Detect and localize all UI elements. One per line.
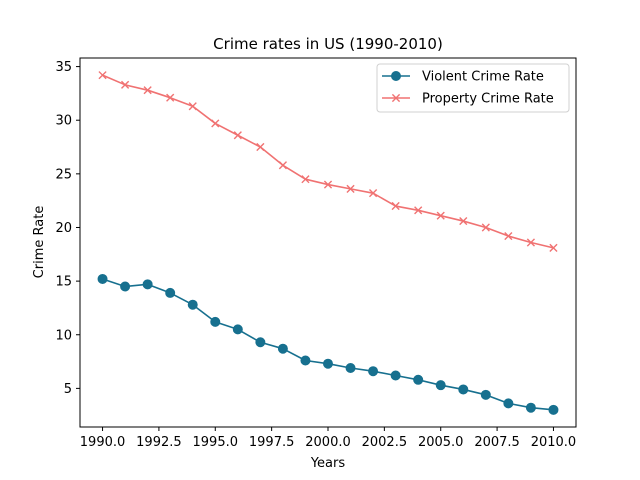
x-tick-label: 1992.5 bbox=[136, 435, 182, 450]
legend-marker bbox=[391, 71, 401, 81]
x-axis: 1990.0 1992.5 1995.0 1997.5 2000.0 2002.5 2005… bbox=[80, 427, 576, 450]
data-point-property-crime-rate bbox=[481, 223, 490, 232]
legend: Violent Crime Rate Property Crime Rate bbox=[376, 63, 570, 113]
data-point-property-crime-rate bbox=[368, 189, 378, 198]
chart-title: Crime rates in US (1990-2010) bbox=[213, 35, 443, 53]
x-tick-label: 1995.0 bbox=[193, 435, 239, 450]
data-point-property-crime-rate bbox=[504, 231, 513, 241]
x-tick-label: 1990.0 bbox=[80, 435, 126, 450]
data-point-violent-crime-rate bbox=[525, 402, 536, 413]
data-point-violent-crime-rate bbox=[548, 404, 559, 415]
y-tick-label: 35 bbox=[55, 60, 72, 75]
data-point-violent-crime-rate bbox=[480, 389, 491, 400]
x-tick-label: 2007.5 bbox=[474, 435, 520, 450]
data-point-violent-crime-rate bbox=[368, 366, 379, 377]
y-tick-label: 20 bbox=[55, 221, 72, 236]
series-violent-crime-rate bbox=[97, 273, 559, 415]
legend-label: Violent Crime Rate bbox=[422, 70, 544, 85]
data-point-property-crime-rate bbox=[414, 206, 423, 215]
data-point-property-crime-rate bbox=[323, 180, 333, 189]
data-point-violent-crime-rate bbox=[413, 374, 424, 385]
data-point-violent-crime-rate bbox=[503, 398, 514, 409]
data-point-violent-crime-rate bbox=[345, 363, 356, 374]
data-point-property-crime-rate bbox=[278, 161, 288, 170]
y-tick-label: 5 bbox=[64, 382, 72, 397]
data-point-property-crime-rate bbox=[459, 216, 468, 226]
data-point-violent-crime-rate bbox=[142, 279, 153, 290]
data-point-property-crime-rate bbox=[346, 184, 355, 193]
y-tick-label: 10 bbox=[55, 328, 72, 343]
data-point-violent-crime-rate bbox=[120, 281, 131, 292]
data-point-property-crime-rate bbox=[166, 93, 175, 102]
data-point-property-crime-rate bbox=[233, 131, 242, 140]
x-tick-label: 2010.0 bbox=[531, 435, 577, 450]
data-point-violent-crime-rate bbox=[390, 370, 401, 381]
data-point-violent-crime-rate bbox=[210, 316, 221, 327]
data-point-property-crime-rate bbox=[256, 142, 265, 152]
y-axis-label: Crime Rate bbox=[32, 206, 47, 279]
data-point-violent-crime-rate bbox=[232, 324, 243, 335]
data-point-violent-crime-rate bbox=[458, 384, 469, 395]
data-point-property-crime-rate bbox=[120, 80, 130, 89]
data-point-property-crime-rate bbox=[436, 211, 445, 220]
legend-item-violent-crime-rate: Violent Crime Rate bbox=[382, 70, 544, 85]
x-axis-label: Years bbox=[310, 456, 346, 471]
data-point-property-crime-rate bbox=[143, 86, 152, 95]
data-point-violent-crime-rate bbox=[255, 337, 266, 348]
legend-box bbox=[376, 63, 570, 113]
legend-item-property-crime-rate: Property Crime Rate bbox=[382, 92, 554, 107]
series-property-crime-rate bbox=[98, 71, 558, 252]
data-point-violent-crime-rate bbox=[300, 355, 311, 366]
data-point-property-crime-rate bbox=[188, 102, 197, 111]
y-axis: 5 10 15 20 25 30 35 bbox=[55, 60, 80, 397]
data-point-property-crime-rate bbox=[391, 201, 400, 211]
plot-area bbox=[97, 71, 559, 415]
x-tick-label: 2002.5 bbox=[362, 435, 408, 450]
y-tick-label: 30 bbox=[55, 114, 72, 129]
data-point-property-crime-rate bbox=[526, 238, 536, 247]
data-point-property-crime-rate bbox=[549, 243, 558, 252]
data-point-violent-crime-rate bbox=[435, 380, 446, 391]
legend-marker bbox=[391, 93, 401, 103]
data-point-property-crime-rate bbox=[211, 119, 220, 128]
y-tick-label: 25 bbox=[55, 167, 72, 182]
data-point-violent-crime-rate bbox=[97, 273, 108, 284]
data-point-violent-crime-rate bbox=[323, 358, 333, 369]
data-point-violent-crime-rate bbox=[277, 343, 288, 354]
x-tick-label: 1997.5 bbox=[249, 435, 295, 450]
legend-label: Property Crime Rate bbox=[422, 92, 554, 107]
x-tick-label: 2005.0 bbox=[418, 435, 464, 450]
data-point-violent-crime-rate bbox=[187, 299, 198, 310]
data-point-violent-crime-rate bbox=[165, 287, 176, 298]
x-tick-label: 2000.0 bbox=[305, 435, 351, 450]
data-point-property-crime-rate bbox=[301, 175, 310, 184]
y-tick-label: 15 bbox=[55, 275, 72, 290]
data-point-property-crime-rate bbox=[98, 71, 107, 80]
